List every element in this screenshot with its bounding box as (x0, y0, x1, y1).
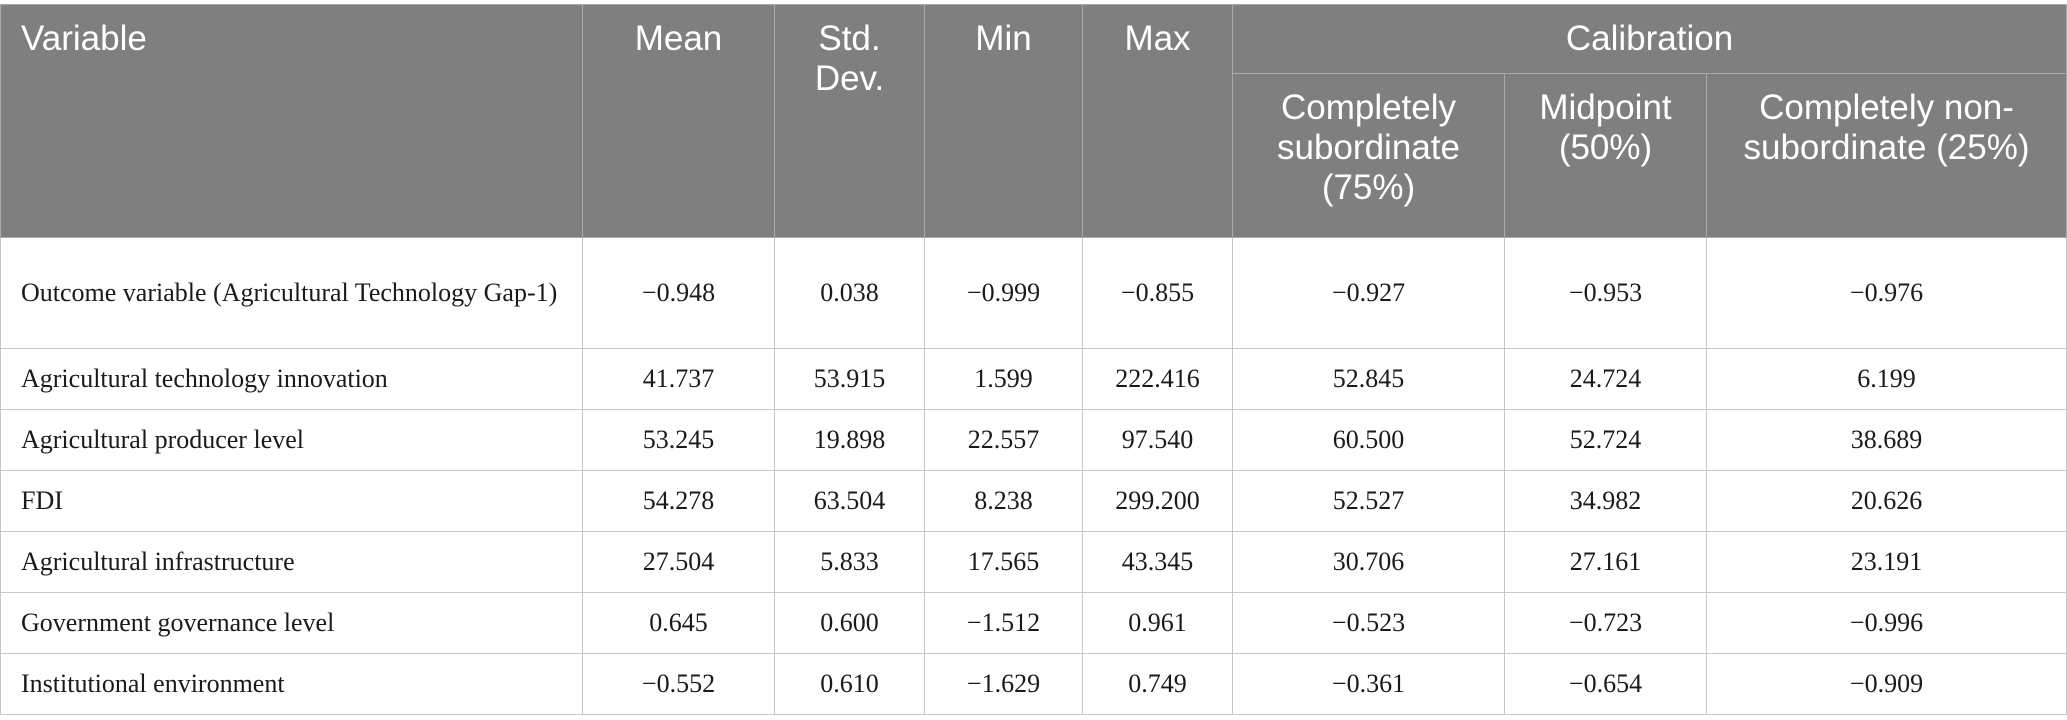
cell-midpoint: −0.654 (1504, 653, 1707, 715)
cell-completely-subordinate: 30.706 (1232, 531, 1505, 593)
header-calibration: Calibration (1232, 4, 2067, 74)
cell-midpoint: 52.724 (1504, 409, 1707, 471)
cell-completely-subordinate: 52.845 (1232, 348, 1505, 410)
cell-completely-non-subordinate: 23.191 (1706, 531, 2067, 593)
header-completely-subordinate: Completely subordinate (75%) (1232, 73, 1505, 238)
cell-min: 1.599 (924, 348, 1083, 410)
cell-std-dev: 0.610 (774, 653, 925, 715)
cell-variable: Agricultural producer level (0, 409, 583, 471)
cell-max: 97.540 (1082, 409, 1233, 471)
table-row: Institutional environment −0.552 0.610 −… (0, 653, 2067, 715)
header-row-top: Variable Mean Std. Dev. Min Max Calibrat… (0, 4, 2067, 238)
header-min: Min (924, 4, 1083, 238)
cell-midpoint: 24.724 (1504, 348, 1707, 410)
header-midpoint: Midpoint (50%) (1504, 73, 1707, 238)
cell-max: 43.345 (1082, 531, 1233, 593)
cell-completely-subordinate: 60.500 (1232, 409, 1505, 471)
cell-variable: FDI (0, 470, 583, 532)
cell-mean: 27.504 (582, 531, 775, 593)
cell-mean: −0.552 (582, 653, 775, 715)
table-row: Agricultural producer level 53.245 19.89… (0, 409, 2067, 471)
table-header: Variable Mean Std. Dev. Min Max Calibrat… (0, 4, 2067, 238)
table-row: Agricultural infrastructure 27.504 5.833… (0, 531, 2067, 593)
cell-min: −1.512 (924, 592, 1083, 654)
cell-mean: 53.245 (582, 409, 775, 471)
cell-midpoint: −0.723 (1504, 592, 1707, 654)
cell-completely-non-subordinate: −0.909 (1706, 653, 2067, 715)
cell-std-dev: 5.833 (774, 531, 925, 593)
cell-completely-subordinate: −0.361 (1232, 653, 1505, 715)
header-row-sub: Completely subordinate (75%) Midpoint (5… (1, 73, 2067, 238)
cell-completely-non-subordinate: 20.626 (1706, 470, 2067, 532)
cell-variable: Agricultural technology innovation (0, 348, 583, 410)
cell-mean: 41.737 (582, 348, 775, 410)
table-row: Agricultural technology innovation 41.73… (0, 348, 2067, 410)
cell-completely-non-subordinate: 6.199 (1706, 348, 2067, 410)
cell-std-dev: 19.898 (774, 409, 925, 471)
header-completely-non-subordinate: Completely non-subordinate (25%) (1706, 73, 2067, 238)
cell-variable: Government governance level (0, 592, 583, 654)
cell-midpoint: 34.982 (1504, 470, 1707, 532)
table-body: Outcome variable (Agricultural Technolog… (0, 237, 2067, 715)
cell-completely-subordinate: −0.927 (1232, 237, 1505, 349)
header-variable: Variable (0, 4, 583, 238)
cell-variable: Agricultural infrastructure (0, 531, 583, 593)
cell-max: 222.416 (1082, 348, 1233, 410)
cell-max: −0.855 (1082, 237, 1233, 349)
cell-max: 0.749 (1082, 653, 1233, 715)
table-row: Government governance level 0.645 0.600 … (0, 592, 2067, 654)
cell-completely-non-subordinate: −0.976 (1706, 237, 2067, 349)
table-row: Outcome variable (Agricultural Technolog… (0, 237, 2067, 349)
cell-completely-non-subordinate: 38.689 (1706, 409, 2067, 471)
header-mean: Mean (582, 4, 775, 238)
cell-mean: −0.948 (582, 237, 775, 349)
cell-min: −0.999 (924, 237, 1083, 349)
cell-std-dev: 0.038 (774, 237, 925, 349)
cell-midpoint: −0.953 (1504, 237, 1707, 349)
cell-max: 0.961 (1082, 592, 1233, 654)
cell-min: 17.565 (924, 531, 1083, 593)
descriptive-statistics-table: Variable Mean Std. Dev. Min Max Calibrat… (0, 4, 2067, 715)
cell-completely-non-subordinate: −0.996 (1706, 592, 2067, 654)
cell-std-dev: 53.915 (774, 348, 925, 410)
cell-completely-subordinate: 52.527 (1232, 470, 1505, 532)
cell-min: −1.629 (924, 653, 1083, 715)
cell-std-dev: 63.504 (774, 470, 925, 532)
cell-mean: 0.645 (582, 592, 775, 654)
table-row: FDI 54.278 63.504 8.238 299.200 52.527 3… (0, 470, 2067, 532)
cell-midpoint: 27.161 (1504, 531, 1707, 593)
cell-std-dev: 0.600 (774, 592, 925, 654)
cell-variable: Institutional environment (0, 653, 583, 715)
cell-min: 8.238 (924, 470, 1083, 532)
cell-mean: 54.278 (582, 470, 775, 532)
cell-max: 299.200 (1082, 470, 1233, 532)
cell-min: 22.557 (924, 409, 1083, 471)
header-max: Max (1082, 4, 1233, 238)
cell-variable: Outcome variable (Agricultural Technolog… (0, 237, 583, 349)
cell-completely-subordinate: −0.523 (1232, 592, 1505, 654)
header-std-dev: Std. Dev. (774, 4, 925, 238)
